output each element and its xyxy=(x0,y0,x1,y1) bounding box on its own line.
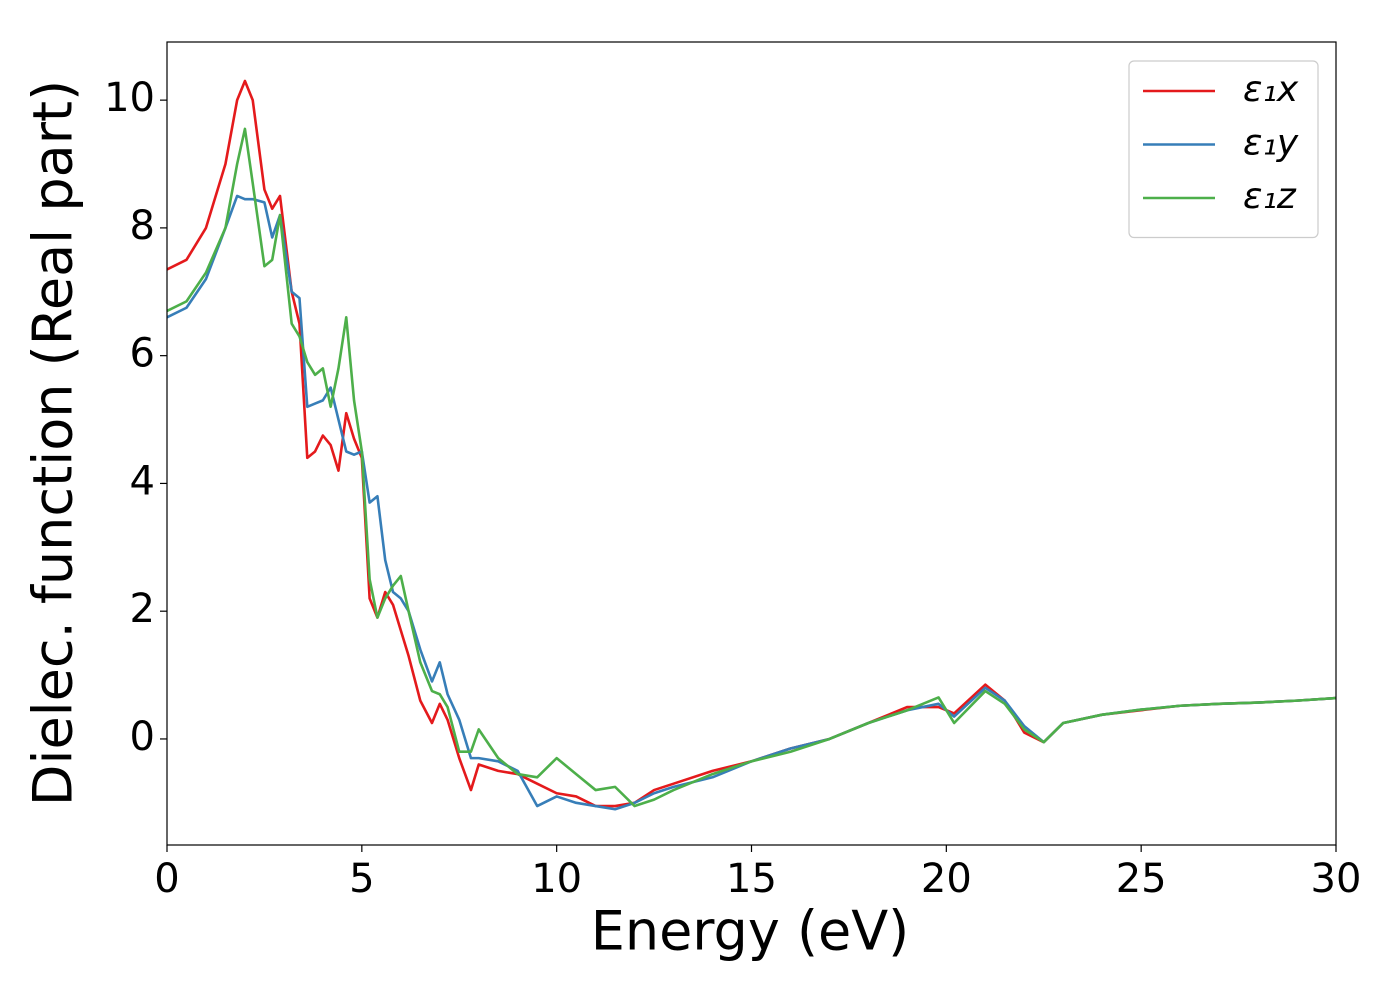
series-line xyxy=(167,127,1336,808)
x-tick-label: 25 xyxy=(1116,856,1167,902)
y-tick-label: 4 xyxy=(130,458,155,504)
y-tick-label: 8 xyxy=(130,203,155,249)
x-tick-label: 0 xyxy=(154,856,179,902)
x-tick-label: 20 xyxy=(921,856,972,902)
x-axis-label: Energy (eV) xyxy=(591,900,910,963)
y-tick-label: 6 xyxy=(130,331,155,377)
plot-frame xyxy=(166,41,1337,846)
series-line xyxy=(167,194,1336,811)
plot-lines xyxy=(167,79,1336,811)
y-axis-label: Dielec. function (Real part) xyxy=(22,80,85,806)
x-tick-label: 5 xyxy=(349,856,374,902)
y-tick-label: 2 xyxy=(130,586,155,632)
legend-label: ε₁x xyxy=(1243,69,1299,110)
y-tick-label: 10 xyxy=(104,75,155,121)
legend-box xyxy=(1128,60,1319,239)
legend-label: ε₁z xyxy=(1243,176,1297,217)
legend-label: ε₁y xyxy=(1243,123,1299,164)
y-tick-label: 0 xyxy=(130,714,155,760)
x-tick-label: 15 xyxy=(726,856,777,902)
x-tick-label: 30 xyxy=(1311,856,1362,902)
x-tick-label: 10 xyxy=(531,856,582,902)
